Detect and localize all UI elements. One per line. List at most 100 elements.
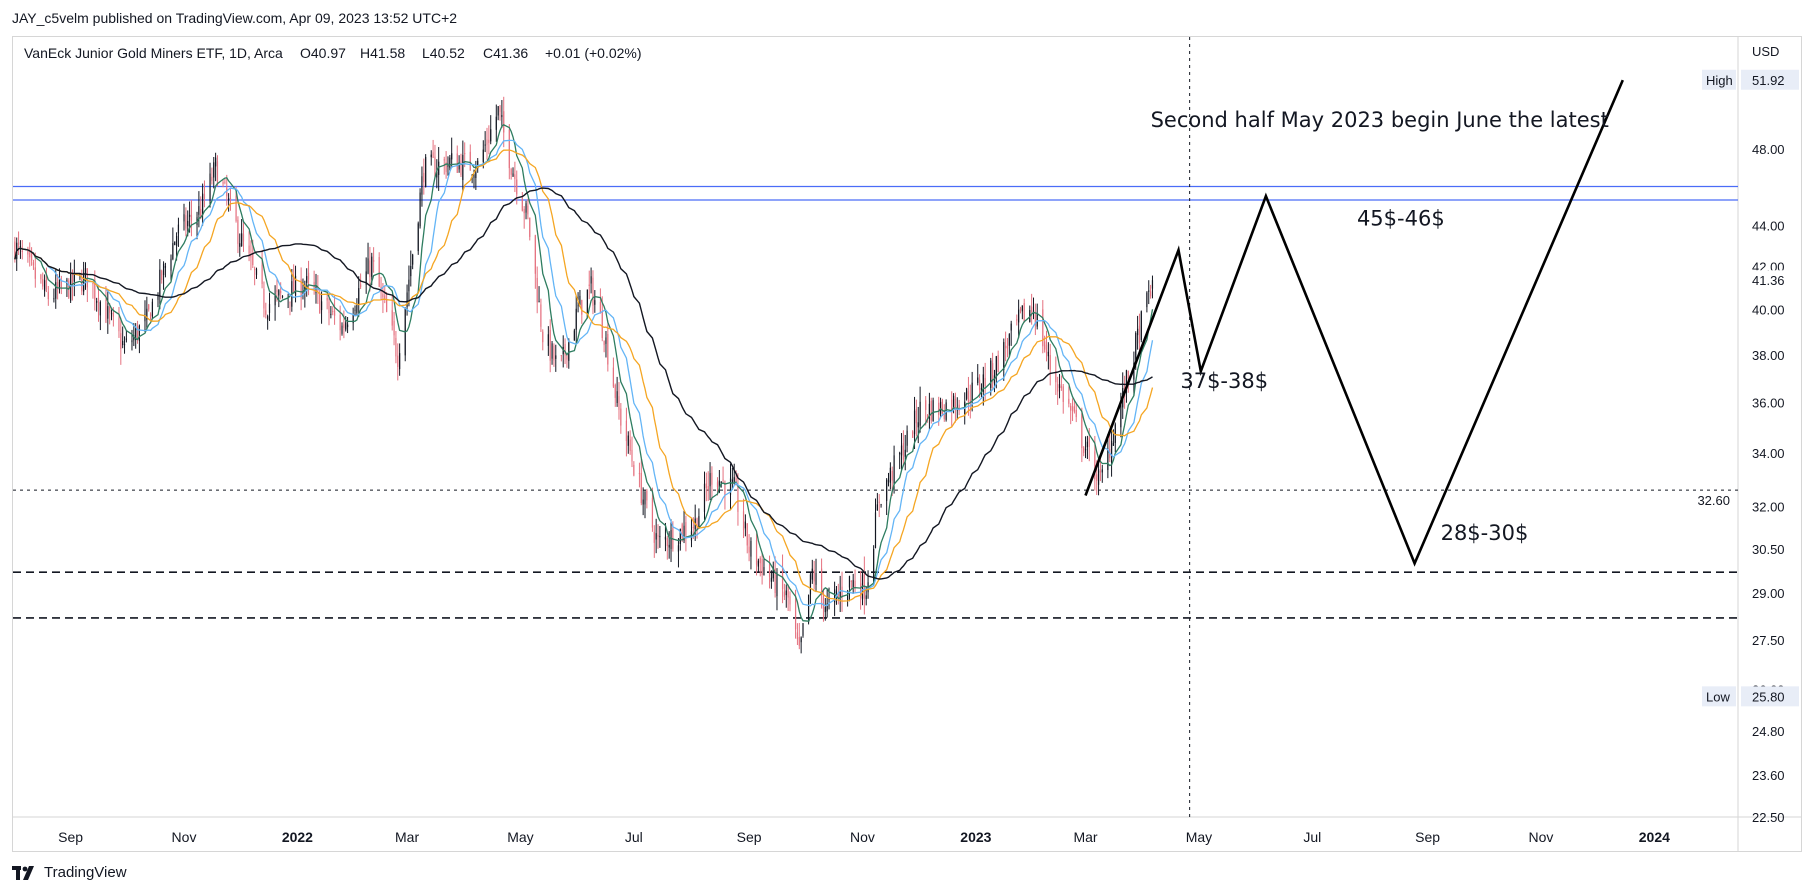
candle-body [759, 557, 761, 564]
candle-body [536, 277, 538, 303]
candle-body [529, 217, 531, 237]
candle-body [488, 139, 490, 143]
price-badge-value: 41.36 [1752, 273, 1785, 288]
candle-body [354, 309, 356, 311]
candle-body [1097, 469, 1100, 485]
candle-body [1071, 406, 1074, 411]
candle-body [709, 473, 711, 487]
candle-body [96, 301, 98, 303]
candle-body [1110, 440, 1113, 463]
brand-name: TradingView [44, 864, 127, 881]
candle-body [1019, 308, 1022, 310]
candle-body [834, 589, 836, 603]
candle-body [629, 439, 631, 452]
time-axis[interactable]: Sep Nov 2022 Mar May Jul Sep Nov 2023 Mar May Jul Se… [58, 829, 1670, 845]
candle-body [456, 153, 458, 173]
candle-body [852, 580, 854, 588]
y-tick-label: 23.60 [1752, 768, 1785, 783]
candle-body [835, 591, 838, 593]
candle-body [874, 512, 877, 548]
candle-body [384, 295, 386, 300]
candle-body [677, 545, 680, 552]
candle-body [575, 308, 577, 330]
x-tick-label: Sep [737, 829, 762, 845]
candle-body [1151, 280, 1154, 289]
candle-body [664, 536, 667, 540]
candle-body [750, 541, 752, 557]
candle-body [512, 173, 514, 177]
candle-body [1127, 370, 1129, 379]
candle-body [343, 324, 345, 328]
candle-body [187, 220, 189, 227]
candle-body [651, 497, 654, 528]
candle-body [304, 284, 306, 294]
candle-body [1148, 290, 1150, 292]
candle-body [847, 591, 849, 602]
candle-body [356, 305, 358, 313]
candle-body [118, 318, 120, 332]
candle-body [886, 479, 888, 501]
candle-body [445, 162, 447, 173]
candle-body [770, 577, 773, 582]
candle-body [588, 284, 590, 287]
candle-body [915, 409, 917, 424]
candle-body [1099, 470, 1102, 473]
candle-body [332, 311, 334, 313]
candle-body [203, 194, 206, 199]
x-tick-label: 2022 [282, 829, 313, 845]
candle-body [997, 355, 999, 373]
candle-body [235, 195, 237, 222]
price-axis[interactable]: 22.5023.6024.8026.0027.5029.0030.5032.00… [1702, 69, 1799, 825]
tradingview-brand[interactable]: TradingView [12, 864, 127, 881]
candle-body [1125, 370, 1128, 394]
candle-body [458, 162, 460, 170]
candle-body [880, 504, 882, 506]
y-tick-label: 48.00 [1752, 142, 1785, 157]
price-badge-box [1741, 69, 1799, 90]
candle-body [460, 160, 462, 175]
moving-average-line [14, 139, 1154, 607]
candle-body [789, 596, 791, 605]
candle-body [135, 327, 137, 341]
candle-body [497, 106, 499, 116]
candle-body [395, 338, 397, 357]
candle-body [391, 310, 393, 326]
candle-body [863, 572, 865, 599]
moving-averages [14, 124, 1154, 622]
candle-body [625, 420, 628, 442]
candle-body [430, 154, 432, 158]
candle-body [326, 298, 328, 301]
candle-body [586, 289, 588, 318]
candle-body [185, 215, 187, 229]
candle-body [1114, 424, 1116, 443]
candle-body [876, 504, 878, 511]
candle-body [261, 264, 263, 284]
candle-body [802, 623, 804, 636]
candle-body [151, 301, 154, 317]
candle-body [796, 632, 799, 640]
candle-body [107, 306, 109, 319]
candle-body [29, 252, 31, 258]
candle-body [865, 595, 867, 600]
candle-body [1023, 303, 1025, 323]
candle-body [174, 241, 176, 246]
candle-body [978, 379, 981, 390]
candle-body [434, 156, 436, 177]
candle-body [614, 384, 616, 398]
candle-body [170, 258, 172, 271]
candle-body [172, 243, 174, 260]
candle-body [1096, 474, 1098, 481]
candle-body [670, 530, 672, 550]
candle-body [226, 187, 228, 197]
candle-body [1136, 328, 1139, 336]
candle-body [21, 250, 23, 252]
candle-body [408, 279, 410, 292]
candle-body [822, 590, 825, 609]
candle-body [281, 296, 284, 298]
candle-body [659, 536, 661, 538]
candle-body [698, 516, 700, 529]
x-tick-label: May [507, 829, 533, 845]
candle-body [393, 320, 395, 336]
moving-average-line [14, 149, 1154, 602]
